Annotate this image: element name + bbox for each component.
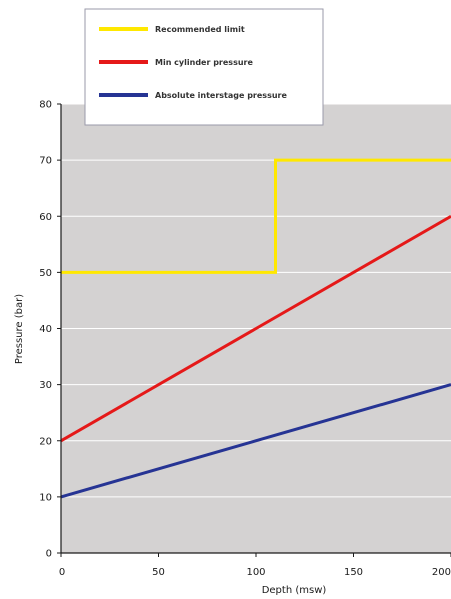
legend-label-1: Recommended limit [155,25,245,34]
series-lines [60,158,451,499]
axes [57,103,451,557]
x-tick-label-200: 200 [432,567,451,578]
legend-items: Recommended limit Min cylinder pressure Ab… [99,25,287,100]
x-axis-title: Depth (msw) [262,585,327,596]
y-tick-label-0: 0 [46,549,52,560]
y-tick-label-10: 10 [39,492,52,503]
legend: Recommended limit Min cylinder pressure Ab… [84,8,324,126]
tick-labels: 0 10 20 30 40 50 60 70 80 0 50 100 150 200 [39,100,451,579]
legend-label-2: Min cylinder pressure [155,58,253,67]
y-tick-label-60: 60 [39,212,52,223]
y-axis-title: Pressure (bar) [14,294,25,364]
series-line-3 [60,383,451,499]
y-tick-label-20: 20 [39,436,52,447]
y-tick-label-30: 30 [39,380,52,391]
y-tick-label-40: 40 [39,324,52,335]
x-tick-label-50: 50 [152,567,165,578]
y-tick-label-80: 80 [39,100,52,111]
series-line-1 [61,158,451,274]
x-tick-label-150: 150 [344,567,363,578]
series-line-2 [60,215,451,443]
legend-label-3: Absolute interstage pressure [155,91,287,100]
x-tick-label-100: 100 [246,567,265,578]
y-tick-label-50: 50 [39,268,52,279]
y-tick-label-70: 70 [39,156,52,167]
x-tick-label-0: 0 [59,567,65,578]
